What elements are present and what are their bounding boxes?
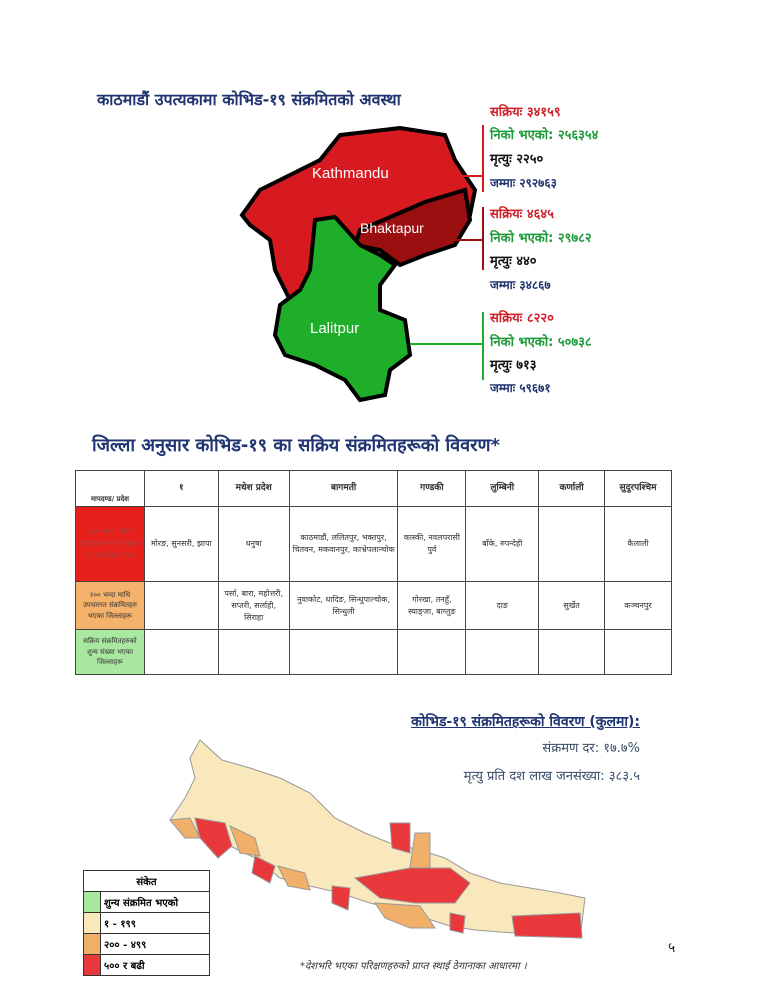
valley-map: Kathmandu Bhaktapur Lalitpur xyxy=(239,125,484,403)
table-cell xyxy=(465,629,540,675)
table-cell: सुर्खेत xyxy=(538,581,606,630)
infection-rate: संक्रमण दर: १७.७% xyxy=(542,741,640,756)
bhaktapur-active: सक्रियः ४६४५ xyxy=(490,207,554,222)
legend-swatch xyxy=(83,912,101,934)
lalitpur-region xyxy=(272,214,413,403)
table-cell xyxy=(143,629,219,675)
legend-title: संकेत xyxy=(83,870,210,892)
table-row: सक्रिय संक्रमितहरुको शुन्य संख्या भएका ज… xyxy=(75,629,672,675)
district-red xyxy=(511,912,583,939)
lalitpur-deaths: मृत्युः ७१३ xyxy=(490,358,537,373)
table-cell xyxy=(143,581,219,630)
legend-swatch xyxy=(83,891,101,913)
column-header: कर्णाली xyxy=(538,470,606,507)
table-cell: कैलाली xyxy=(604,506,672,582)
bhaktapur-total: जम्माः ३४८६७ xyxy=(490,278,551,292)
district-orange xyxy=(277,865,311,891)
legend-label: शुन्य संक्रमित भएको xyxy=(100,891,210,913)
table-cell: कञ्चनपुर xyxy=(604,581,672,630)
district-orange xyxy=(374,902,436,929)
table-header-row: मापदण्ड/ प्रदेश १ मधेश प्रदेश बागमती गण्… xyxy=(75,470,672,507)
deaths-per-million: मृत्यु प्रति दश लाख जनसंख्या: ३८३.५ xyxy=(463,769,640,784)
district-red xyxy=(251,855,276,884)
table-cell xyxy=(217,629,290,675)
district-table: मापदण्ड/ प्रदेश १ मधेश प्रदेश बागमती गण्… xyxy=(75,470,672,675)
row-label: ५०० भन्दा माथि उपचाररत संक्रमितहरु भएका … xyxy=(75,506,145,582)
table-cell: काठमाडौं, ललितपुर, भक्तपुर, चितवन, मकवान… xyxy=(288,506,399,582)
row-label: सक्रिय संक्रमितहरुको शुन्य संख्या भएका ज… xyxy=(75,629,145,675)
column-header: मधेश प्रदेश xyxy=(217,470,290,507)
legend-swatch xyxy=(83,933,101,955)
table-cell: दाङ xyxy=(465,581,540,630)
bhaktapur-region xyxy=(352,187,473,268)
column-header: बागमती xyxy=(288,470,399,507)
table-cell xyxy=(538,629,606,675)
nepal-district-map xyxy=(169,739,586,939)
column-header: सुदुरपश्चिम xyxy=(604,470,672,507)
column-header: १ xyxy=(143,470,219,507)
kathmandu-label: Kathmandu xyxy=(312,165,389,182)
column-header: लुम्बिनी xyxy=(465,470,540,507)
legend-label: २०० - ४९९ xyxy=(100,933,210,955)
legend-item: १ - १९९ xyxy=(83,912,210,934)
table-cell xyxy=(538,506,606,582)
table-cell xyxy=(604,629,672,675)
table-cell: बाँके, रुपन्देही xyxy=(465,506,540,582)
legend-item: ५०० र बढी xyxy=(83,954,210,976)
table-cell: मोरङ, सुनसरी, झापा xyxy=(143,506,219,582)
corner-cell: मापदण्ड/ प्रदेश xyxy=(75,470,145,507)
lalitpur-recovered: निको भएको: ५०७३८ xyxy=(490,335,592,350)
kathmandu-active: सक्रियः ३४१५९ xyxy=(490,105,561,120)
legend-label: ५०० र बढी xyxy=(100,954,210,976)
legend-swatch xyxy=(83,954,101,976)
table-cell: कास्की, नवलपरासी पुर्व xyxy=(397,506,467,582)
district-red xyxy=(331,885,351,911)
nepal-outline xyxy=(169,739,586,939)
table-cell: नुवाकोट, धादिङ, सिन्धुपाल्चोक, सिन्धुली xyxy=(288,581,399,630)
legend-item: शुन्य संक्रमित भएको xyxy=(83,891,210,913)
district-table-title: जिल्ला अनुसार कोभिड-१९ का सक्रिय संक्रमि… xyxy=(92,435,500,456)
bhaktapur-deaths: मृत्युः ४४० xyxy=(490,254,537,269)
legend-item: २०० - ४९९ xyxy=(83,933,210,955)
lalitpur-active: सक्रियः ८२२० xyxy=(490,311,554,326)
map-legend: संकेत शुन्य संक्रमित भएको १ - १९९ २०० - … xyxy=(83,870,210,976)
table-cell xyxy=(397,629,467,675)
district-red xyxy=(449,912,466,934)
legend-label: १ - १९९ xyxy=(100,912,210,934)
table-cell: गोरखा, तनहुँ, स्याङ्जा, बाग्लुङ xyxy=(397,581,467,630)
footnote: *देशभरि भएका परिक्षणहरुको प्राप्त स्थाई … xyxy=(300,961,527,972)
kathmandu-deaths: मृत्युः २२५० xyxy=(490,152,544,167)
kathmandu-recovered: निको भएको: २५६३५४ xyxy=(490,128,599,143)
valley-title: काठमाडौं उपत्यकामा कोभिड-१९ संक्रमितको अ… xyxy=(97,90,401,109)
district-red xyxy=(194,817,233,859)
column-header: गण्डकी xyxy=(397,470,467,507)
district-red xyxy=(389,822,411,854)
bhaktapur-recovered: निको भएको: २९७८२ xyxy=(490,231,592,246)
row-label: २०० भन्दा माथि उपचाररत संक्रमितहरु भएका … xyxy=(75,581,145,630)
table-row: ५०० भन्दा माथि उपचाररत संक्रमितहरु भएका … xyxy=(75,506,672,582)
table-row: २०० भन्दा माथि उपचाररत संक्रमितहरु भएका … xyxy=(75,581,672,630)
table-cell: धनुषा xyxy=(217,506,290,582)
page-number: ५ xyxy=(668,940,676,956)
summary-title: कोभिड-१९ संक्रमितहरूको विवरण (कुलमा): xyxy=(411,714,640,730)
district-orange xyxy=(409,832,431,869)
district-orange xyxy=(229,825,261,857)
table-cell xyxy=(288,629,399,675)
kathmandu-total: जम्माः २९२७६३ xyxy=(490,176,557,190)
lalitpur-total: जम्माः ५९६७१ xyxy=(490,381,551,395)
bhaktapur-label: Bhaktapur xyxy=(360,220,424,236)
lalitpur-label: Lalitpur xyxy=(310,320,359,337)
table-cell: पर्सा, बारा, महोत्तरी, सप्तरी, सर्लाही, … xyxy=(217,581,290,630)
